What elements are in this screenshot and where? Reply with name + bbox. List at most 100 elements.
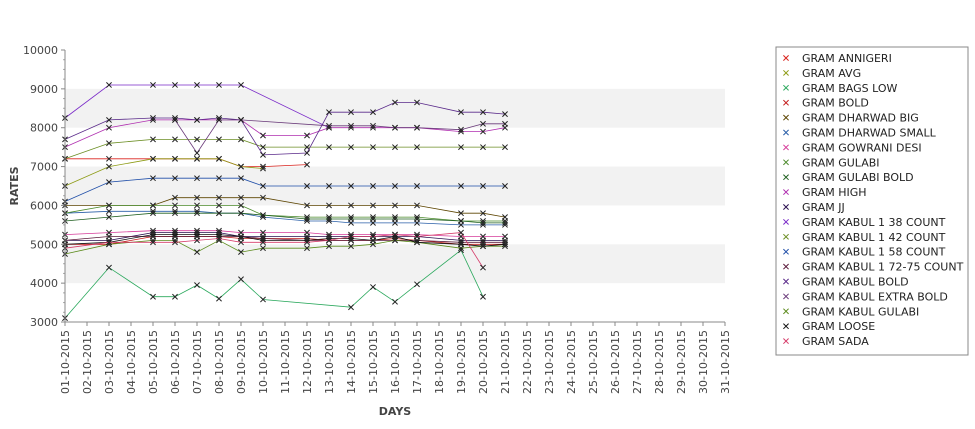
legend-marker: [783, 263, 789, 270]
x-tick-label: 13-10-2015: [323, 330, 336, 394]
data-point: [392, 144, 398, 151]
x-tick-label: 27-10-2015: [631, 330, 644, 394]
legend-item: GRAM GOWRANI DESI: [783, 141, 922, 154]
data-point: [502, 111, 508, 118]
data-point: [370, 109, 376, 116]
data-point: [216, 116, 222, 123]
data-point: [216, 202, 222, 209]
data-point: [458, 109, 464, 116]
x-tick-label: 02-10-2015: [81, 330, 94, 394]
data-point: [370, 144, 376, 151]
legend-label: GRAM KABUL BOLD: [802, 276, 909, 289]
grid-bands: [65, 88, 725, 284]
series-line: [64, 232, 484, 268]
data-point: [260, 183, 266, 189]
data-point: [304, 202, 310, 209]
data-point: [106, 124, 112, 131]
data-point: [238, 276, 244, 283]
data-point: [348, 243, 354, 250]
y-axis-ticks: 3000 4000 5000 6000 7000 8000 9000 10000: [23, 44, 65, 329]
data-point: [172, 136, 178, 143]
data-point: [216, 155, 222, 162]
x-tick-label: 25-10-2015: [587, 330, 600, 394]
legend-label: GRAM KABUL 1 72-75 COUNT: [802, 261, 964, 274]
data-point: [150, 155, 156, 162]
legend-item: GRAM KABUL EXTRA BOLD: [783, 290, 948, 303]
data-point: [304, 183, 310, 189]
x-tick-label: 06-10-2015: [169, 330, 182, 394]
data-point: [480, 210, 486, 217]
data-point: [216, 136, 222, 143]
legend-marker: [783, 144, 789, 151]
data-point: [172, 210, 178, 217]
x-tick-label: 03-10-2015: [103, 330, 116, 394]
series-line: [64, 84, 330, 129]
series-line: [64, 249, 484, 319]
data-point: [502, 120, 508, 127]
data-point: [348, 233, 354, 240]
data-point: [414, 202, 420, 209]
legend-marker: [783, 99, 789, 106]
legend-label: GRAM DHARWAD SMALL: [802, 127, 937, 140]
data-point: [458, 229, 464, 236]
data-point: [480, 264, 486, 271]
data-point: [502, 183, 508, 189]
series-12: [62, 136, 508, 162]
axes: [64, 50, 725, 323]
data-point: [238, 163, 244, 170]
series-13: [62, 175, 508, 205]
data-point: [106, 140, 112, 147]
data-point: [414, 216, 420, 222]
grid-band: [65, 244, 725, 284]
data-point: [392, 202, 398, 209]
data-point: [150, 231, 156, 238]
data-point: [348, 216, 354, 222]
legend-item: GRAM SADA: [783, 335, 869, 348]
y-axis-title: RATES: [8, 166, 21, 205]
legend-marker: [783, 323, 789, 330]
data-point: [194, 150, 200, 156]
data-point: [106, 163, 112, 170]
data-point: [260, 296, 266, 303]
data-point: [172, 155, 178, 162]
data-point: [238, 116, 244, 123]
series-16: [172, 116, 508, 156]
data-point: [392, 99, 398, 106]
series-8: [62, 210, 508, 226]
legend-item: GRAM KABUL 1 42 COUNT: [783, 231, 946, 244]
legend-item: GRAM GULABI BOLD: [783, 171, 914, 184]
data-point: [370, 202, 376, 209]
x-tick-label: 10-10-2015: [257, 330, 270, 394]
legend-label: GRAM HIGH: [802, 186, 867, 199]
data-point: [304, 216, 310, 222]
x-axis-title: DAYS: [379, 405, 412, 418]
legend-marker: [783, 129, 789, 136]
legend-label: GRAM KABUL EXTRA BOLD: [802, 290, 948, 303]
data-point: [458, 218, 464, 224]
data-point: [260, 165, 266, 172]
data-point: [370, 183, 376, 189]
data-point: [260, 194, 266, 201]
series-line: [64, 158, 264, 187]
data-point: [326, 122, 332, 129]
y-tick-label: 9000: [30, 83, 58, 96]
legend-label: GRAM SADA: [802, 335, 869, 348]
x-tick-label: 21-10-2015: [499, 330, 512, 394]
data-point: [150, 239, 156, 246]
data-point: [326, 144, 332, 151]
legend-item: GRAM GULABI: [783, 156, 880, 169]
data-point: [326, 109, 332, 116]
data-point: [348, 109, 354, 116]
x-tick-label: 12-10-2015: [301, 330, 314, 394]
data-point: [260, 239, 266, 246]
data-point: [326, 202, 332, 209]
data-point: [392, 231, 398, 238]
legend-marker: [783, 204, 789, 210]
data-point: [480, 128, 486, 135]
data-point: [194, 237, 200, 244]
x-tick-label: 04-10-2015: [125, 330, 138, 394]
data-point: [216, 175, 222, 182]
x-tick-label: 19-10-2015: [455, 330, 468, 394]
data-point: [304, 144, 310, 151]
data-point: [106, 233, 112, 240]
